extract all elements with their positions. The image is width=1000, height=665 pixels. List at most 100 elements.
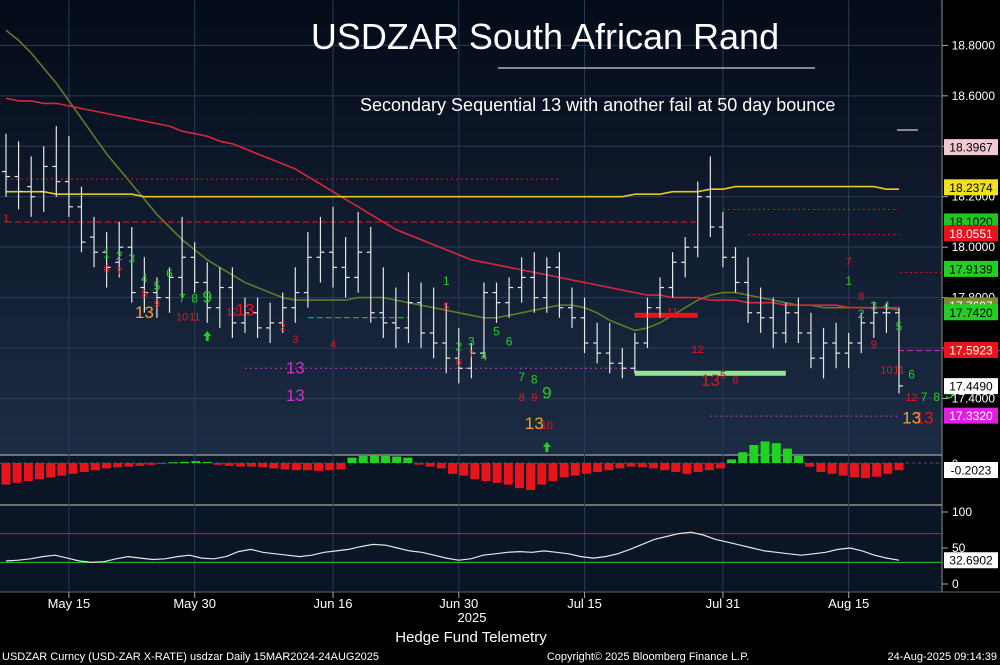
price-bar [203,262,212,323]
sequential-count-label: 4 [481,350,488,364]
histogram-bar [414,463,424,465]
histogram-bar [157,463,167,465]
histogram-bar [12,463,22,483]
histogram-bar [358,455,368,463]
sequential-count-label: 8 [531,372,538,386]
price-bar [404,272,413,344]
sequential-count-label: 7 [846,256,852,268]
price-bar [215,267,224,328]
histogram-bar [235,463,245,467]
tdst-level-bar [634,312,698,318]
histogram-bar [1,463,11,485]
price-bar [354,211,363,293]
sequential-count-label: 12 [905,392,917,404]
histogram-bar [492,463,502,483]
histogram-bar [191,461,201,463]
histogram-bar [124,463,134,467]
price-bar [2,133,10,197]
sequential-count-label: 7 [518,370,525,384]
price-bar [90,216,99,268]
date-tick-label: Jun 16 [313,596,352,611]
price-bar [127,227,136,303]
price-bar [329,206,338,288]
histogram-bar [537,463,547,485]
rsi-panel-bg [0,506,942,592]
sequential-count-label: 8 [933,390,940,404]
price-bar [429,287,438,359]
sequential-count-label: 3 [128,251,135,265]
footer-security: USDZAR Curncy (USD-ZAR X-RATE) usdzar Da… [2,651,379,663]
sequential-count-label: 3 [292,334,298,346]
sequential-count-label: 4 [141,271,148,285]
price-bar [240,297,249,333]
histogram-bar [403,457,413,463]
sequential-count-label: 6 [506,335,513,349]
date-tick-label: Jul 31 [706,596,741,611]
histogram-bar [771,443,781,463]
sequential-count-label: 1 [3,213,9,225]
price-bar [391,287,400,349]
histogram-bar [224,463,234,466]
sequential-count-label: 8 [191,292,198,306]
date-tick-label: Jul 15 [567,596,602,611]
tdst-level-bar [634,370,786,376]
histogram-bar [425,463,435,467]
histogram-bar [68,463,78,474]
sequential-count-label: 13 [701,371,720,390]
annotation-box: Secondary Sequential 13 with another fai… [360,95,836,115]
histogram-bar [381,455,391,463]
price-bar [266,302,275,344]
price-bar [530,252,539,313]
histogram-bar [247,463,257,467]
sequential-count-label: 11 [189,311,200,323]
sequential-count-label: 7 [468,349,474,361]
ma-line-yellow [6,185,899,198]
histogram-bar [180,461,190,463]
histogram-bar [693,463,703,472]
buy-arrow-icon [542,441,551,452]
sequential-count-label: 5 [443,301,449,313]
footer-caption: Hedge Fund Telemetry [395,629,547,646]
histogram-bar [626,463,636,467]
sequential-count-label: 2 [116,249,123,263]
sequential-count-label: 2 [280,321,286,333]
histogram-bar [894,463,904,471]
sequential-count-label: 1 [443,274,450,288]
sequential-count-label: 11 [667,306,678,318]
histogram-bar [514,463,524,489]
sequential-count-label: 1 [845,274,852,288]
sequential-count-label: 13 [525,414,544,433]
rsi-value-tag [944,552,998,569]
price-bar [542,257,551,313]
price-tick-label: 17.4000 [952,392,996,406]
axis-strip [942,0,1000,592]
histogram-bar [682,463,692,474]
date-tick-label: May 15 [48,596,91,611]
price-tick-label: 18.6000 [952,89,996,103]
price-bar [228,267,237,338]
histogram-bar [637,463,647,468]
histogram-bar [671,463,681,472]
sequential-count-label: 1 [103,246,110,260]
sequential-count-label: 10 [541,420,553,432]
price-tag-label: 17.5923 [949,344,993,358]
histogram-bar [258,463,268,468]
price-bar [366,227,375,323]
sequential-count-label: 3 [468,335,475,349]
sequential-count-label: 5 [493,324,500,338]
histogram-bar [526,463,536,490]
price-bar [605,322,614,374]
price-bar [794,297,803,344]
sequential-count-label: 3 [871,299,878,313]
price-bar [316,216,325,283]
sequential-count-label: 6 [732,374,738,386]
histogram-bar [794,455,804,463]
price-tag-label: 17.9139 [949,262,993,276]
price-bar [567,287,576,328]
histogram-bar [749,445,759,463]
histogram-bar [302,463,312,471]
price-bar [467,343,476,379]
annotation-text: Secondary Sequential 13 with another fai… [360,95,836,115]
price-bar [668,252,677,298]
rsi-tick-label: 100 [952,505,972,519]
